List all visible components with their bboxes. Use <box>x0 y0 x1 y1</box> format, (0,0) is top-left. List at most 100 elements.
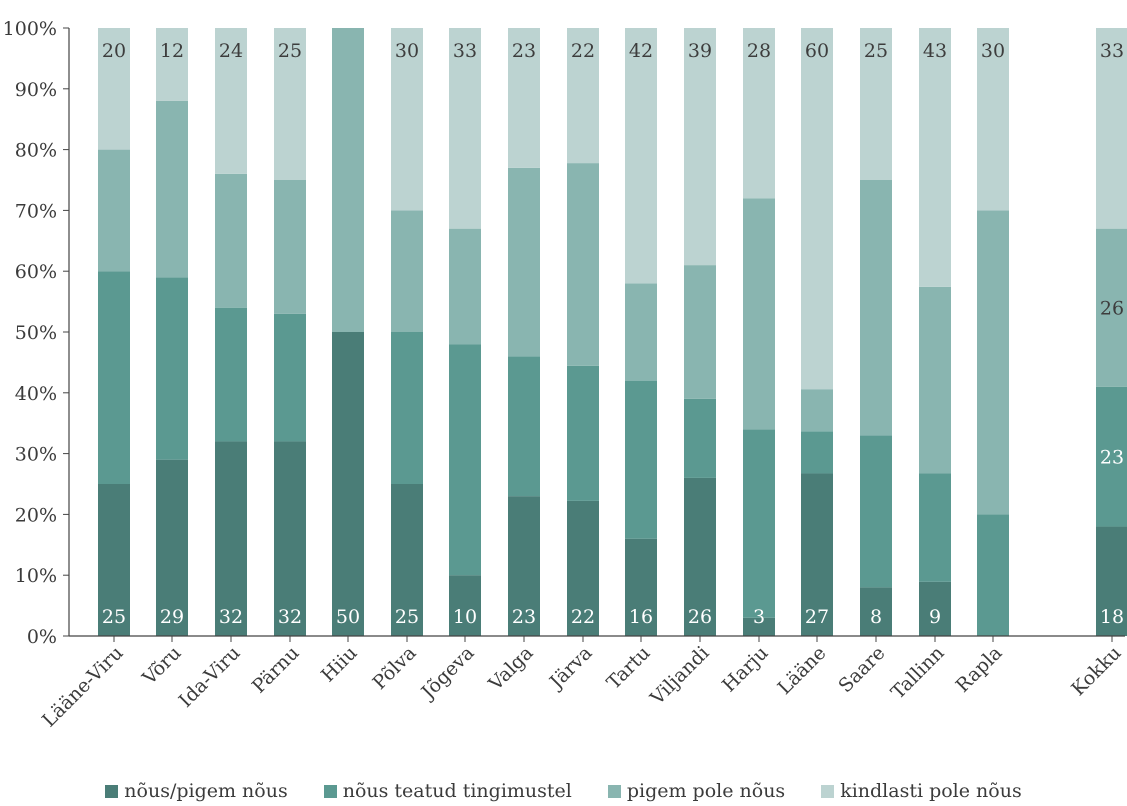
bar-segment <box>625 28 657 284</box>
data-label: 39 <box>688 40 712 62</box>
data-label: 22 <box>571 40 595 62</box>
data-label: 23 <box>512 40 536 62</box>
data-label: 10 <box>453 606 477 628</box>
bar-segment <box>625 538 657 636</box>
bar-segment <box>98 271 130 484</box>
data-label: 9 <box>929 606 941 628</box>
bar-segment <box>625 283 657 381</box>
bar-segment <box>391 484 423 636</box>
bar-segment <box>860 435 892 588</box>
bar-segment <box>801 389 833 432</box>
data-label: 28 <box>747 40 771 62</box>
data-label: 23 <box>512 606 536 628</box>
bar-segment <box>919 286 951 474</box>
x-tick-label: Viljandi <box>645 642 713 710</box>
bar-segment <box>567 365 599 501</box>
bar-segment <box>567 28 599 164</box>
bar-segment <box>215 28 247 174</box>
bar-segment <box>860 180 892 436</box>
x-tick-label: Saare <box>834 642 889 697</box>
bar-segment <box>977 210 1009 515</box>
data-label: 8 <box>870 606 882 628</box>
legend-item: pigem pole nõus <box>607 780 786 802</box>
legend-label: pigem pole nõus <box>626 780 786 802</box>
x-tick-label: Pärnu <box>248 642 304 698</box>
bar-segment <box>449 344 481 576</box>
legend-item: kindlasti pole nõus <box>821 780 1022 802</box>
data-label: 16 <box>629 606 653 628</box>
y-tick-label: 50% <box>15 322 57 344</box>
bar-segment <box>98 149 130 272</box>
data-label: 22 <box>571 606 595 628</box>
x-tick-label: Tallinn <box>887 642 949 704</box>
x-tick-label: Lääne <box>773 642 830 699</box>
data-label: 20 <box>102 40 126 62</box>
data-label: 26 <box>688 606 712 628</box>
x-tick-label: Jõgeva <box>416 642 479 705</box>
data-label: 18 <box>1100 606 1124 628</box>
bar-segment <box>274 441 306 636</box>
legend-item: nõus teatud tingimustel <box>323 780 572 802</box>
legend-label: nõus teatud tingimustel <box>342 780 572 802</box>
data-label: 30 <box>395 40 419 62</box>
data-label: 33 <box>453 40 477 62</box>
data-label: 3 <box>753 606 765 628</box>
data-label: 25 <box>864 40 888 62</box>
bar-segment <box>684 477 716 636</box>
data-label: 32 <box>219 606 243 628</box>
legend-swatch <box>323 784 337 798</box>
bar-segment <box>743 28 775 199</box>
data-label: 26 <box>1100 298 1124 320</box>
bar-segment <box>625 380 657 539</box>
bar-segment <box>215 441 247 636</box>
bar-segment <box>449 228 481 345</box>
data-label: 33 <box>1100 40 1124 62</box>
x-tick-label: Põlva <box>368 642 420 694</box>
bar-segment <box>801 473 833 636</box>
bar-segment <box>332 28 364 332</box>
y-tick-label: 10% <box>15 565 57 587</box>
legend-label: nõus/pigem nõus <box>124 780 288 802</box>
bar-segment <box>508 28 540 168</box>
bar-segment <box>860 587 892 636</box>
data-label: 29 <box>160 606 184 628</box>
bar-segment <box>684 265 716 399</box>
bar-layer <box>98 28 1127 636</box>
data-label: 12 <box>160 40 184 62</box>
bar-segment <box>919 473 951 582</box>
data-label: 27 <box>805 606 829 628</box>
bar-segment <box>567 163 599 366</box>
y-tick-label: 30% <box>15 444 57 466</box>
bar-segment <box>215 173 247 308</box>
data-label: 43 <box>923 40 947 62</box>
legend-swatch <box>821 784 835 798</box>
bar-segment <box>801 28 833 390</box>
y-tick-label: 20% <box>15 504 57 526</box>
legend-swatch <box>105 784 119 798</box>
bar-segment <box>156 28 188 101</box>
x-tick-label: Kokku <box>1067 642 1125 700</box>
bar-segment <box>274 180 306 314</box>
bar-segment <box>508 167 540 357</box>
legend-item: nõus/pigem nõus <box>105 780 288 802</box>
legend: nõus/pigem nõus nõus teatud tingimustel pi… <box>0 780 1127 802</box>
chart-canvas: 25 20 29 12 32 24 32 25 50 25 30 10 33 23 23 22 22 16 42 26… <box>3 18 1127 731</box>
data-label: 24 <box>219 40 243 62</box>
bar-segment <box>156 459 188 636</box>
bar-segment <box>919 581 951 636</box>
x-tick-label: Valga <box>484 642 538 696</box>
bar-segment <box>1096 386 1127 527</box>
bar-segment <box>684 28 716 266</box>
legend-label: kindlasti pole nõus <box>840 780 1022 802</box>
x-tick-label: Harju <box>718 642 773 697</box>
legend-swatch <box>607 784 621 798</box>
bar-segment <box>567 500 599 636</box>
bar-segment <box>332 332 364 636</box>
bar-segment <box>743 198 775 430</box>
x-tick-label: Rapla <box>952 642 1007 697</box>
y-tick-label: 40% <box>15 383 57 405</box>
x-tick-label: Järva <box>544 642 596 694</box>
x-tick-label: Hiiu <box>317 642 362 687</box>
bar-segment <box>156 277 188 460</box>
